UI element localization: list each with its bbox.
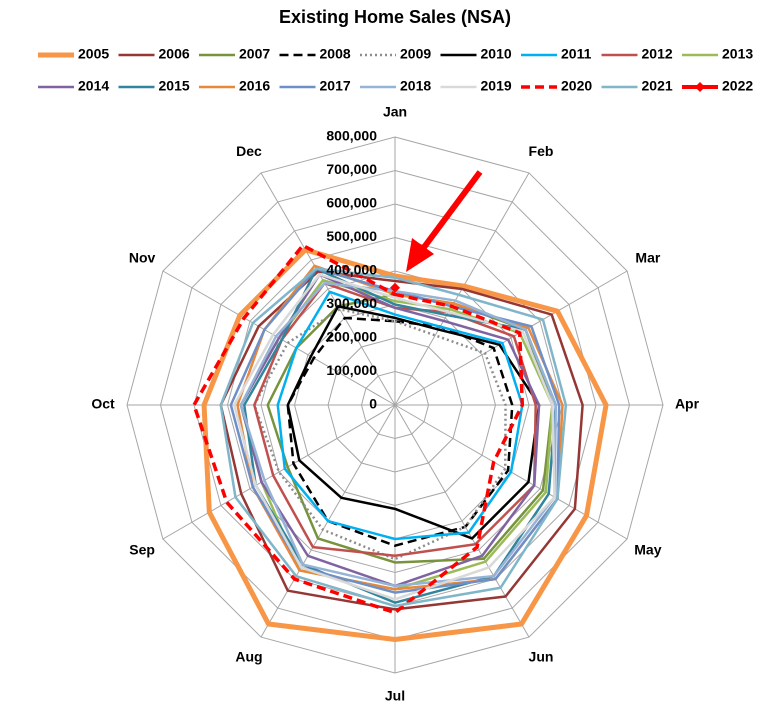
series-line bbox=[276, 290, 524, 541]
legend-label: 2021 bbox=[642, 78, 673, 94]
category-label: Dec bbox=[236, 143, 262, 159]
legend-label: 2014 bbox=[78, 78, 109, 94]
r-tick-label: 800,000 bbox=[326, 128, 377, 144]
category-label: May bbox=[634, 542, 661, 558]
series-line bbox=[286, 305, 541, 540]
series-marker bbox=[390, 282, 400, 293]
legend-label: 2010 bbox=[481, 46, 512, 62]
category-label: Aug bbox=[235, 649, 262, 665]
spoke bbox=[394, 404, 530, 638]
series-line bbox=[232, 273, 556, 601]
legend-label: 2005 bbox=[78, 46, 109, 62]
legend-label: 2019 bbox=[481, 78, 512, 94]
r-tick-label: 100,000 bbox=[326, 362, 377, 378]
labels: Jan Feb Mar Apr May Jun Jul Aug Sep Oct Nov Dec 0 100… bbox=[91, 104, 699, 704]
spoke bbox=[162, 404, 396, 540]
legend-label: 2006 bbox=[159, 46, 190, 62]
r-tick-label: 600,000 bbox=[326, 195, 377, 211]
series-line bbox=[229, 267, 561, 594]
legend-label: 2011 bbox=[561, 46, 592, 62]
r-tick-label: 0 bbox=[369, 396, 377, 412]
spoke bbox=[394, 270, 628, 406]
spoke bbox=[260, 172, 396, 406]
r-tick-label: 400,000 bbox=[326, 262, 377, 278]
category-label: Jun bbox=[529, 649, 554, 665]
category-label: Feb bbox=[529, 143, 554, 159]
series-line bbox=[286, 316, 514, 547]
r-tick-label: 300,000 bbox=[326, 295, 377, 311]
category-label: Jan bbox=[383, 104, 407, 120]
r-tick-label: 500,000 bbox=[326, 228, 377, 244]
legend-label: 2008 bbox=[320, 46, 351, 62]
series-line bbox=[239, 281, 558, 588]
r-tick-label: 700,000 bbox=[326, 161, 377, 177]
category-label: Nov bbox=[129, 250, 156, 266]
series bbox=[192, 243, 609, 642]
legend-label: 2016 bbox=[239, 78, 270, 94]
category-label: Oct bbox=[91, 396, 115, 412]
category-label: Sep bbox=[129, 542, 155, 558]
legend-label: 2017 bbox=[320, 78, 351, 94]
legend-label: 2020 bbox=[561, 78, 592, 94]
legend-label: 2012 bbox=[642, 46, 673, 62]
r-tick-label: 200,000 bbox=[326, 329, 377, 345]
legend-label: 2022 bbox=[722, 78, 753, 94]
category-label: Apr bbox=[675, 396, 700, 412]
legend-marker bbox=[695, 82, 705, 92]
legend-label: 2007 bbox=[239, 46, 270, 62]
series-line bbox=[253, 308, 507, 561]
legend-label: 2018 bbox=[400, 78, 431, 94]
series-line bbox=[219, 267, 568, 608]
category-label: Mar bbox=[635, 250, 660, 266]
category-label: Jul bbox=[385, 688, 405, 704]
series-line bbox=[219, 270, 584, 611]
legend: 2005 2006 2007 2008 2009 2010 2011 2012 2013 2014… bbox=[38, 46, 753, 94]
legend-label: 2009 bbox=[400, 46, 431, 62]
chart-title: Existing Home Sales (NSA) bbox=[279, 7, 511, 27]
legend-label: 2013 bbox=[722, 46, 753, 62]
legend-label: 2015 bbox=[159, 78, 190, 94]
series-line bbox=[192, 243, 525, 615]
arrow-shaft bbox=[419, 170, 483, 252]
arrow-annotation bbox=[406, 170, 483, 272]
arrow-head bbox=[406, 238, 434, 272]
series-line bbox=[201, 247, 609, 642]
